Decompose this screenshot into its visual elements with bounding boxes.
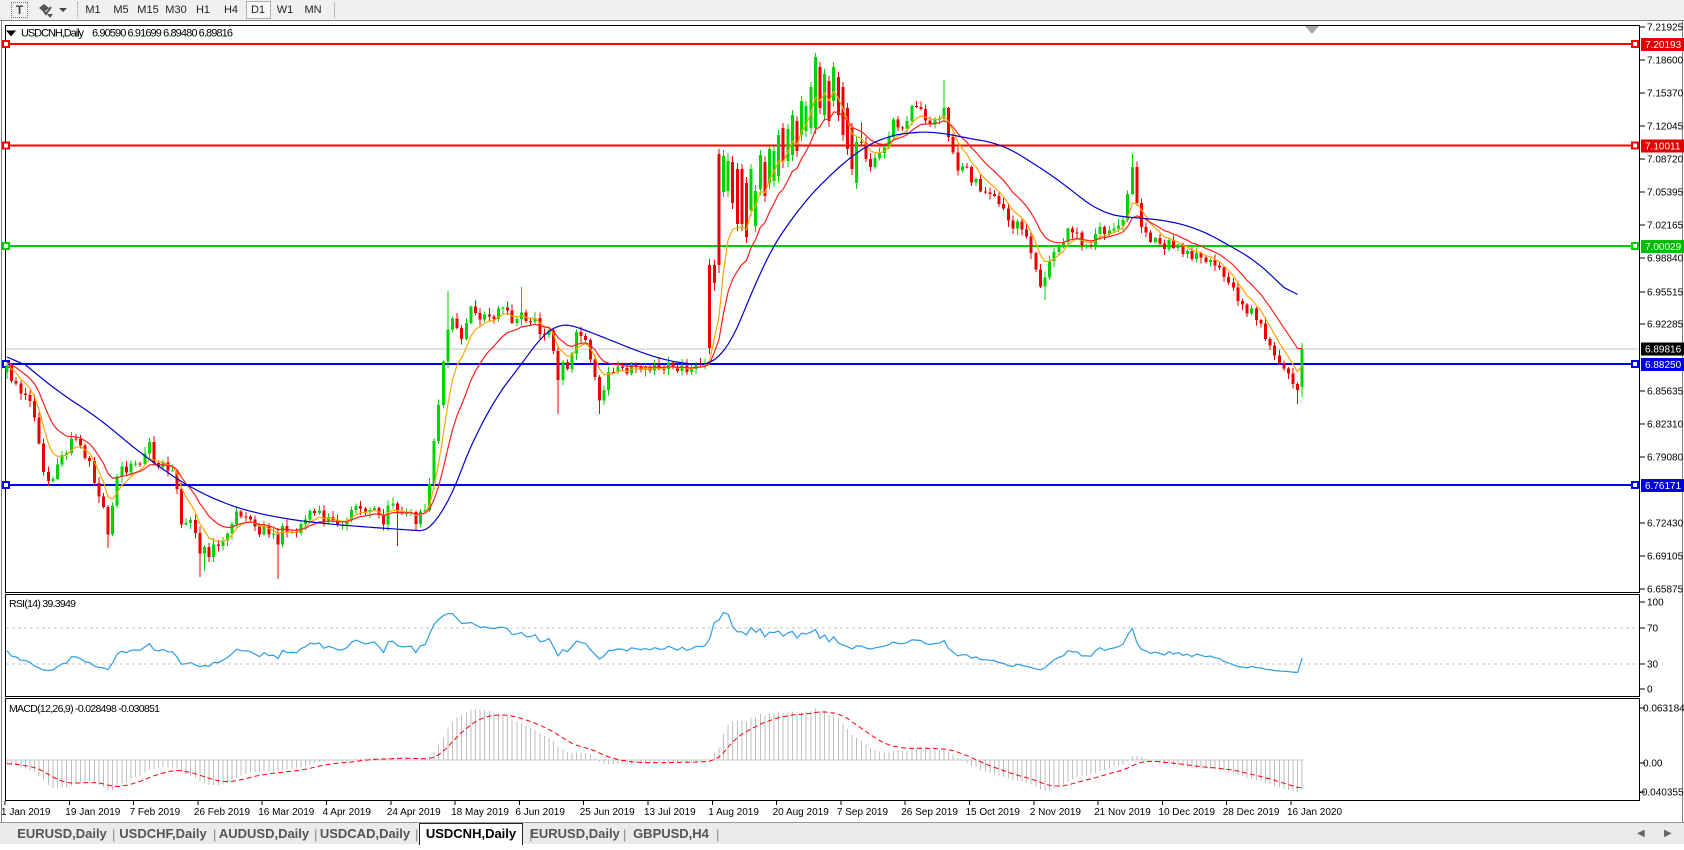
svg-text:7.21925: 7.21925	[1647, 23, 1684, 34]
svg-text:100: 100	[1647, 598, 1664, 609]
svg-text:70: 70	[1647, 624, 1659, 635]
svg-text:-0.040355: -0.040355	[1639, 788, 1684, 799]
svg-text:7.05395: 7.05395	[1647, 188, 1684, 199]
svg-text:6.72430: 6.72430	[1647, 519, 1684, 530]
svg-text:16 Mar 2019: 16 Mar 2019	[258, 807, 315, 818]
svg-text:6.79080: 6.79080	[1647, 453, 1684, 464]
svg-text:21 Nov 2019: 21 Nov 2019	[1094, 807, 1151, 818]
svg-text:26 Feb 2019: 26 Feb 2019	[194, 807, 251, 818]
svg-text:6.65875: 6.65875	[1647, 585, 1684, 596]
svg-text:7 Feb 2019: 7 Feb 2019	[130, 807, 181, 818]
svg-text:6.85635: 6.85635	[1647, 387, 1684, 398]
svg-text:0.00: 0.00	[1643, 759, 1663, 770]
svg-text:7.02165: 7.02165	[1647, 221, 1684, 232]
svg-text:1 Aug 2019: 1 Aug 2019	[708, 807, 759, 818]
svg-text:28 Dec 2019: 28 Dec 2019	[1223, 807, 1280, 818]
svg-text:6.90590 6.91699 6.89480 6.8981: 6.90590 6.91699 6.89480 6.89816	[92, 28, 233, 40]
svg-text:6.89816: 6.89816	[1645, 345, 1682, 356]
svg-text:6.82310: 6.82310	[1647, 420, 1684, 431]
svg-text:6.88250: 6.88250	[1645, 360, 1682, 371]
svg-text:26 Sep 2019: 26 Sep 2019	[901, 807, 958, 818]
svg-text:0: 0	[1647, 685, 1653, 696]
svg-text:6.95515: 6.95515	[1647, 288, 1684, 299]
svg-text:6.76171: 6.76171	[1645, 481, 1682, 492]
svg-text:7.00029: 7.00029	[1645, 242, 1682, 253]
svg-text:7 Sep 2019: 7 Sep 2019	[837, 807, 889, 818]
svg-text:7.12045: 7.12045	[1647, 122, 1684, 133]
svg-text:USDCNH,Daily: USDCNH,Daily	[21, 28, 85, 40]
svg-text:7.08720: 7.08720	[1647, 155, 1684, 166]
svg-text:10 Dec 2019: 10 Dec 2019	[1158, 807, 1215, 818]
svg-text:16 Jan 2020: 16 Jan 2020	[1287, 807, 1342, 818]
svg-text:15 Oct 2019: 15 Oct 2019	[966, 807, 1021, 818]
svg-text:19 Jan 2019: 19 Jan 2019	[65, 807, 120, 818]
svg-text:6 Jun 2019: 6 Jun 2019	[515, 807, 565, 818]
svg-text:25 Jun 2019: 25 Jun 2019	[580, 807, 635, 818]
svg-text:6.98840: 6.98840	[1647, 254, 1684, 265]
svg-text:30: 30	[1647, 660, 1659, 671]
svg-text:2 Nov 2019: 2 Nov 2019	[1030, 807, 1082, 818]
svg-text:1 Jan 2019: 1 Jan 2019	[1, 807, 51, 818]
svg-text:MACD(12,26,9) -0.028498 -0.030: MACD(12,26,9) -0.028498 -0.030851	[9, 703, 160, 715]
svg-text:20 Aug 2019: 20 Aug 2019	[773, 807, 830, 818]
svg-text:18 May 2019: 18 May 2019	[451, 807, 509, 818]
svg-text:6.69105: 6.69105	[1647, 552, 1684, 563]
svg-text:7.10011: 7.10011	[1645, 142, 1681, 153]
svg-text:0.063184: 0.063184	[1643, 704, 1684, 715]
svg-text:24 Apr 2019: 24 Apr 2019	[387, 807, 441, 818]
svg-text:7.15370: 7.15370	[1647, 89, 1684, 100]
svg-text:7.20193: 7.20193	[1645, 40, 1682, 51]
svg-text:RSI(14) 39.3949: RSI(14) 39.3949	[9, 598, 76, 610]
svg-text:13 Jul 2019: 13 Jul 2019	[644, 807, 696, 818]
svg-text:6.92285: 6.92285	[1647, 320, 1684, 331]
svg-text:4 Apr 2019: 4 Apr 2019	[323, 807, 372, 818]
svg-text:7.18600: 7.18600	[1647, 56, 1684, 67]
